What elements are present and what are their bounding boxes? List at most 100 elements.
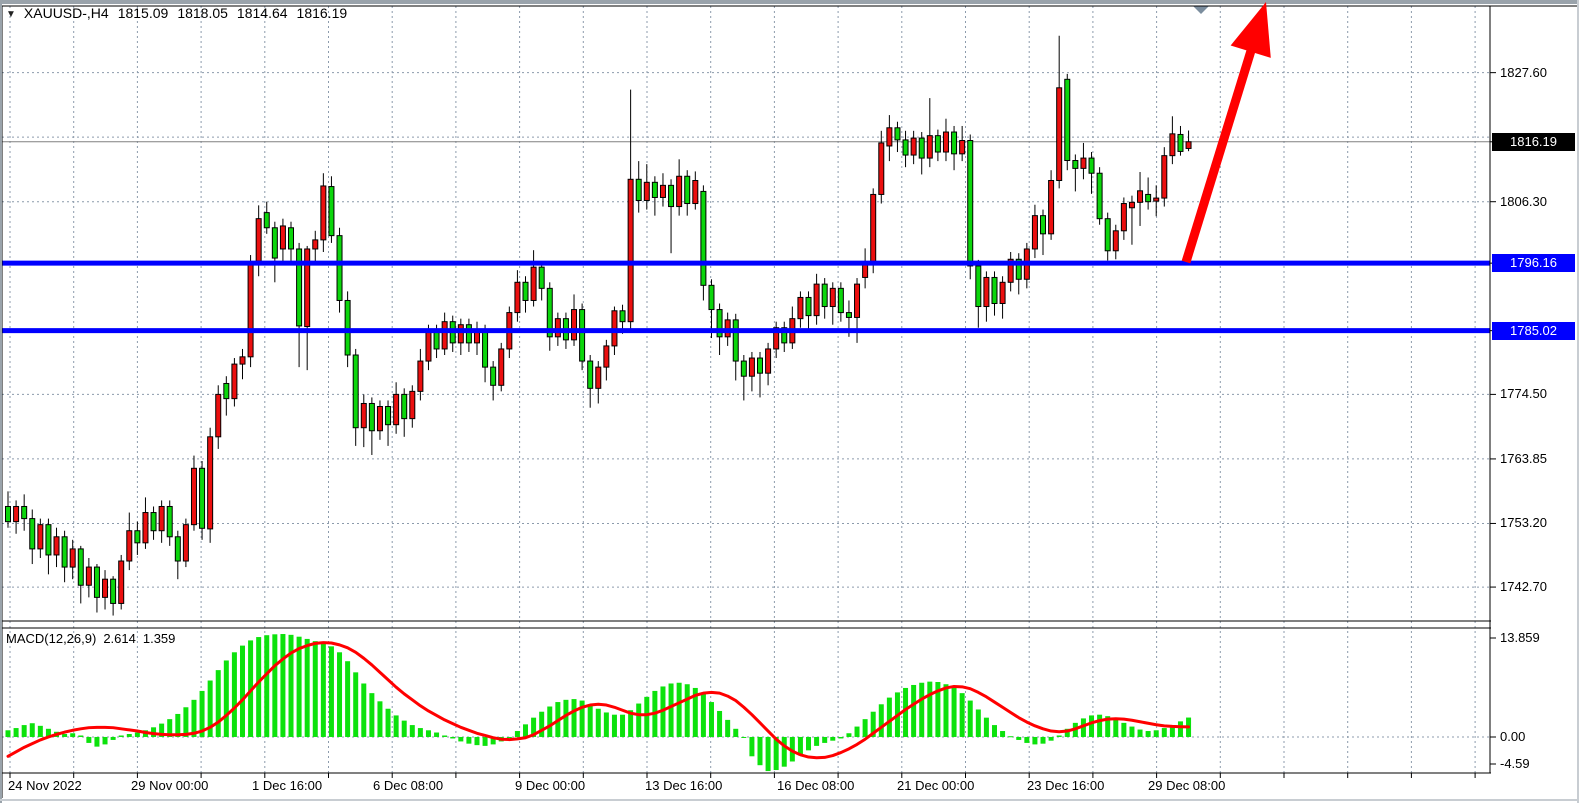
- macd-histogram-bar: [393, 715, 399, 737]
- bull-candle-body: [910, 137, 917, 156]
- macd-histogram-bar: [644, 696, 650, 737]
- macd-histogram-bar: [223, 660, 229, 737]
- bull-candle-body: [530, 266, 537, 301]
- bear-candle-body: [5, 505, 11, 523]
- chart-shift-marker-icon[interactable]: [1193, 6, 1209, 15]
- bull-candle-body: [942, 131, 949, 153]
- bull-candle-body: [676, 175, 683, 208]
- bull-candle-body: [409, 390, 416, 420]
- price-axis-label: 1827.60: [1500, 64, 1547, 80]
- macd-histogram-bar: [927, 681, 933, 737]
- bull-candle-body: [207, 436, 214, 530]
- bull-candle-body: [959, 140, 966, 155]
- macd-histogram-bar: [361, 683, 367, 737]
- window-border-left: [0, 0, 2, 803]
- macd-histogram-bar: [878, 704, 884, 737]
- macd-histogram-bar: [531, 717, 537, 737]
- bear-candle-body: [951, 131, 958, 155]
- macd-histogram-bar: [684, 684, 690, 737]
- macd-histogram-bar: [514, 731, 520, 737]
- macd-histogram-bar: [781, 736, 787, 767]
- support-level-badge: 1785.02: [1492, 321, 1575, 340]
- bull-candle-body: [773, 327, 780, 350]
- macd-histogram-bar: [700, 693, 706, 737]
- bull-candle-body: [457, 324, 464, 344]
- macd-main-value: 2.614: [103, 631, 136, 646]
- macd-histogram-bar: [1137, 729, 1143, 737]
- macd-histogram-bar: [1056, 735, 1062, 737]
- bear-candle-body: [110, 578, 117, 604]
- bull-candle-body: [1137, 190, 1144, 203]
- macd-histogram-bar: [636, 703, 642, 737]
- bear-candle-body: [781, 327, 788, 344]
- bull-candle-body: [1185, 141, 1192, 149]
- macd-histogram-bar: [425, 730, 431, 737]
- macd-histogram-bar: [5, 730, 11, 737]
- bull-candle-body: [247, 262, 254, 358]
- trend-arrow-head[interactable]: [1230, 2, 1271, 58]
- bull-candle-body: [748, 357, 755, 377]
- price-axis-label: 1742.70: [1500, 579, 1547, 595]
- bear-candle-body: [174, 536, 181, 562]
- bull-candle-body: [231, 363, 238, 400]
- macd-histogram-bar: [442, 735, 448, 737]
- bear-candle-body: [635, 178, 642, 201]
- macd-histogram-bar: [434, 732, 440, 737]
- macd-histogram-bar: [345, 661, 351, 737]
- quote-open-value: 1815.09: [117, 5, 169, 21]
- bear-candle-body: [837, 287, 844, 314]
- bull-candle-body: [1128, 201, 1135, 209]
- macd-histogram-bar: [264, 635, 270, 737]
- macd-histogram-bar: [668, 683, 674, 737]
- macd-histogram-bar: [377, 701, 383, 737]
- bull-candle-body: [312, 239, 319, 250]
- bull-candle-body: [255, 218, 262, 262]
- macd-histogram-bar: [676, 682, 682, 737]
- macd-histogram-bar: [353, 672, 359, 737]
- macd-histogram-bar: [959, 693, 965, 737]
- macd-histogram-bar: [1016, 736, 1022, 740]
- symbol-dropdown-icon[interactable]: ▼: [6, 9, 16, 20]
- macd-histogram-bar: [789, 736, 795, 762]
- macd-histogram-bar: [1177, 721, 1183, 737]
- bull-candle-body: [1056, 87, 1063, 182]
- macd-signal-line: [6, 641, 1191, 760]
- bear-candle-body: [991, 276, 998, 305]
- bear-candle-body: [1088, 157, 1095, 174]
- bull-candle-body: [983, 276, 990, 308]
- macd-histogram-bar: [490, 736, 496, 745]
- macd-histogram-bar: [239, 645, 245, 737]
- macd-histogram-bar: [854, 726, 860, 737]
- bull-candle-body: [360, 402, 367, 429]
- bull-candle-body: [829, 287, 836, 308]
- bear-candle-body: [150, 512, 157, 532]
- macd-histogram-bar: [967, 700, 973, 737]
- bear-candle-body: [93, 566, 100, 598]
- bear-candle-body: [684, 175, 691, 205]
- bear-candle-body: [700, 190, 707, 286]
- macd-histogram-bar: [1097, 714, 1103, 737]
- macd-histogram-bar: [62, 734, 68, 737]
- macd-histogram-bar: [70, 733, 76, 737]
- bear-candle-body: [821, 283, 828, 308]
- macd-histogram-bar: [822, 736, 828, 743]
- macd-indicator-label: MACD(12,26,9) 2.614 1.359: [6, 631, 175, 646]
- macd-histogram-bar: [320, 643, 326, 737]
- macd-histogram-bar: [466, 736, 472, 744]
- macd-histogram-bar: [1000, 731, 1006, 737]
- bull-candle-body: [627, 178, 634, 323]
- price-axis-label: 1774.50: [1500, 386, 1547, 402]
- macd-histogram-bar: [951, 687, 957, 737]
- trend-arrow-shaft[interactable]: [1181, 44, 1257, 264]
- bull-candle-body: [595, 366, 602, 389]
- macd-histogram-bar: [975, 709, 981, 737]
- bull-candle-body: [320, 185, 327, 241]
- candlestick-series: [5, 35, 1192, 616]
- bear-candle-body: [21, 505, 28, 520]
- time-axis-label: 21 Dec 00:00: [897, 778, 975, 793]
- macd-histogram-bar: [385, 708, 391, 737]
- bull-candle-body: [69, 548, 76, 568]
- macd-histogram-bar: [328, 646, 334, 737]
- macd-histogram-bar: [1024, 736, 1030, 743]
